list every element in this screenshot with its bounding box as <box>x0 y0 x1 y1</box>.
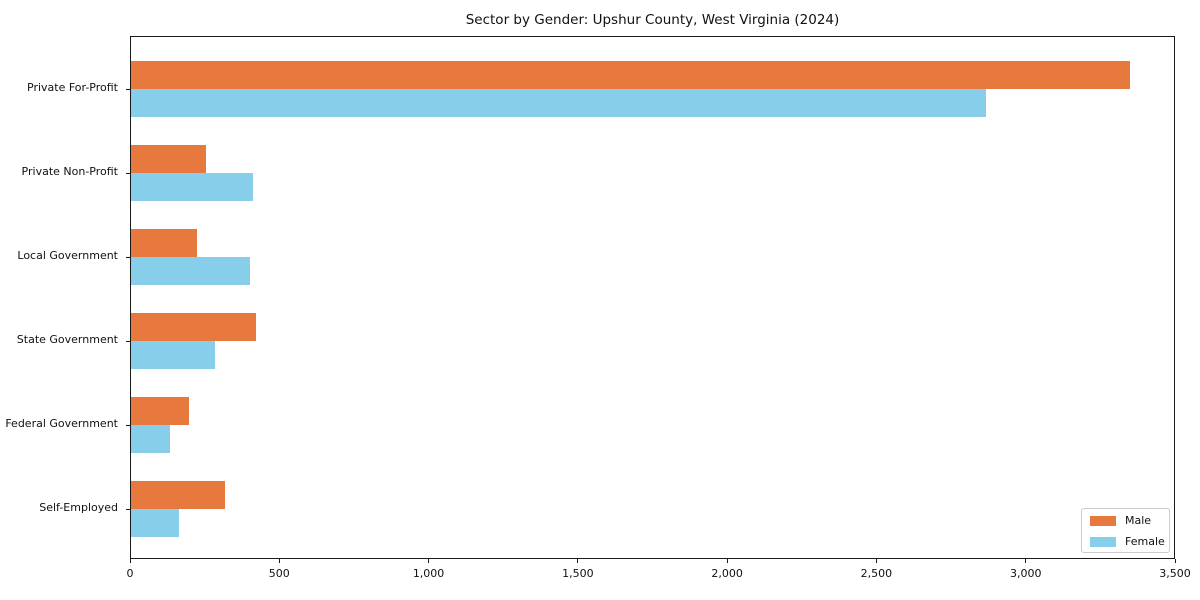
bar-female <box>131 509 179 537</box>
x-tick-mark <box>129 559 131 563</box>
x-tick-label: 3,500 <box>1159 567 1191 580</box>
y-tick-label: Self-Employed <box>39 501 118 514</box>
x-tick-mark <box>577 559 579 563</box>
y-tick-label: Local Government <box>17 249 118 262</box>
legend-label-male: Male <box>1125 514 1152 527</box>
bar-male <box>131 397 190 425</box>
x-tick-label: 2,500 <box>860 567 893 580</box>
male-swatch <box>1090 515 1116 526</box>
x-tick-label: 0 <box>126 567 134 580</box>
bar-male <box>131 61 1130 89</box>
bar-female <box>131 257 251 285</box>
y-tick-label: Private Non-Profit <box>21 165 118 178</box>
legend-item-female: Female <box>1090 536 1165 547</box>
y-tick-mark <box>126 172 130 174</box>
legend-label-female: Female <box>1125 535 1165 548</box>
x-tick-label: 1,500 <box>562 567 594 580</box>
bar-female <box>131 89 987 117</box>
x-tick-mark <box>428 559 430 563</box>
x-tick-label: 3,000 <box>1009 567 1042 580</box>
bar-male <box>131 145 206 173</box>
y-tick-mark <box>126 88 130 90</box>
bar-female <box>131 173 254 201</box>
chart-title: Sector by Gender: Upshur County, West Vi… <box>465 12 840 28</box>
female-swatch <box>1090 536 1116 547</box>
y-tick-label: State Government <box>16 333 118 346</box>
y-tick-mark <box>126 340 130 342</box>
bar-male <box>131 313 257 341</box>
x-tick-mark <box>726 559 728 563</box>
y-tick-mark <box>126 508 130 510</box>
bar-female <box>131 425 170 453</box>
x-tick-mark <box>1174 559 1176 563</box>
legend-item-male: Male <box>1090 515 1161 526</box>
x-tick-label: 2,000 <box>711 567 743 580</box>
x-tick-mark <box>278 559 280 563</box>
y-tick-label: Private For-Profit <box>27 81 118 94</box>
x-tick-label: 500 <box>268 567 290 580</box>
legend: Male Female <box>1081 508 1170 553</box>
x-tick-label: 1,000 <box>412 567 445 580</box>
x-tick-mark <box>1025 559 1027 563</box>
x-tick-mark <box>875 559 877 563</box>
plot-area <box>130 36 1175 559</box>
y-tick-label: Federal Government <box>5 417 118 430</box>
bar-male <box>131 229 197 257</box>
y-tick-mark <box>126 256 130 258</box>
bar-male <box>131 481 226 509</box>
y-tick-mark <box>126 424 130 426</box>
bar-female <box>131 341 215 369</box>
